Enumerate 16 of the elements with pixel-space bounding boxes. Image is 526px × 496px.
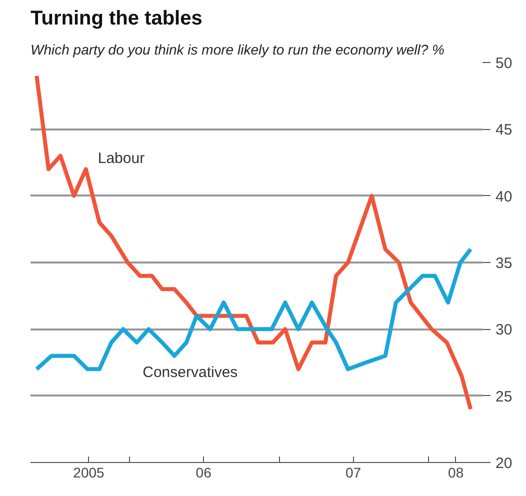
y-tick-label: 50 — [496, 55, 512, 72]
x-tick-label: 06 — [196, 464, 212, 480]
x-tick-label: 08 — [448, 464, 464, 480]
y-tick-label: 20 — [496, 455, 512, 472]
x-tick-label: 07 — [346, 464, 362, 480]
chart-subtitle: Which party do you think is more likely to run the economy well? % — [30, 42, 444, 58]
y-tick-label: 45 — [496, 122, 512, 139]
x-tick-label: 2005 — [73, 464, 105, 480]
y-tick-label: 25 — [496, 388, 512, 406]
series-label: Conservatives — [142, 364, 238, 382]
series-label: Labour — [98, 150, 145, 168]
chart-title: Turning the tables — [30, 8, 202, 30]
y-tick-label: 35 — [496, 255, 512, 272]
y-tick-label: 40 — [496, 188, 512, 206]
line-series — [34, 74, 473, 412]
y-tick-label: 30 — [496, 322, 512, 339]
